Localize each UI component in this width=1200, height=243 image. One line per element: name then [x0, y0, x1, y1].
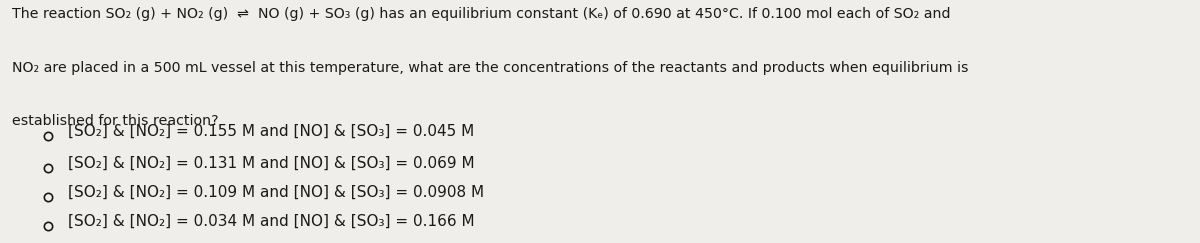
Text: established for this reaction?: established for this reaction?	[12, 114, 218, 128]
Text: NO₂ are placed in a 500 mL vessel at this temperature, what are the concentratio: NO₂ are placed in a 500 mL vessel at thi…	[12, 61, 968, 75]
Text: [SO₂] & [NO₂] = 0.155 M and [NO] & [SO₃] = 0.045 M: [SO₂] & [NO₂] = 0.155 M and [NO] & [SO₃]…	[68, 124, 475, 139]
Text: [SO₂] & [NO₂] = 0.131 M and [NO] & [SO₃] = 0.069 M: [SO₂] & [NO₂] = 0.131 M and [NO] & [SO₃]…	[68, 156, 475, 171]
Text: The reaction SO₂ (g) + NO₂ (g)  ⇌  NO (g) + SO₃ (g) has an equilibrium constant : The reaction SO₂ (g) + NO₂ (g) ⇌ NO (g) …	[12, 7, 950, 21]
Text: [SO₂] & [NO₂] = 0.034 M and [NO] & [SO₃] = 0.166 M: [SO₂] & [NO₂] = 0.034 M and [NO] & [SO₃]…	[68, 214, 475, 229]
Text: [SO₂] & [NO₂] = 0.109 M and [NO] & [SO₃] = 0.0908 M: [SO₂] & [NO₂] = 0.109 M and [NO] & [SO₃]…	[68, 185, 485, 200]
